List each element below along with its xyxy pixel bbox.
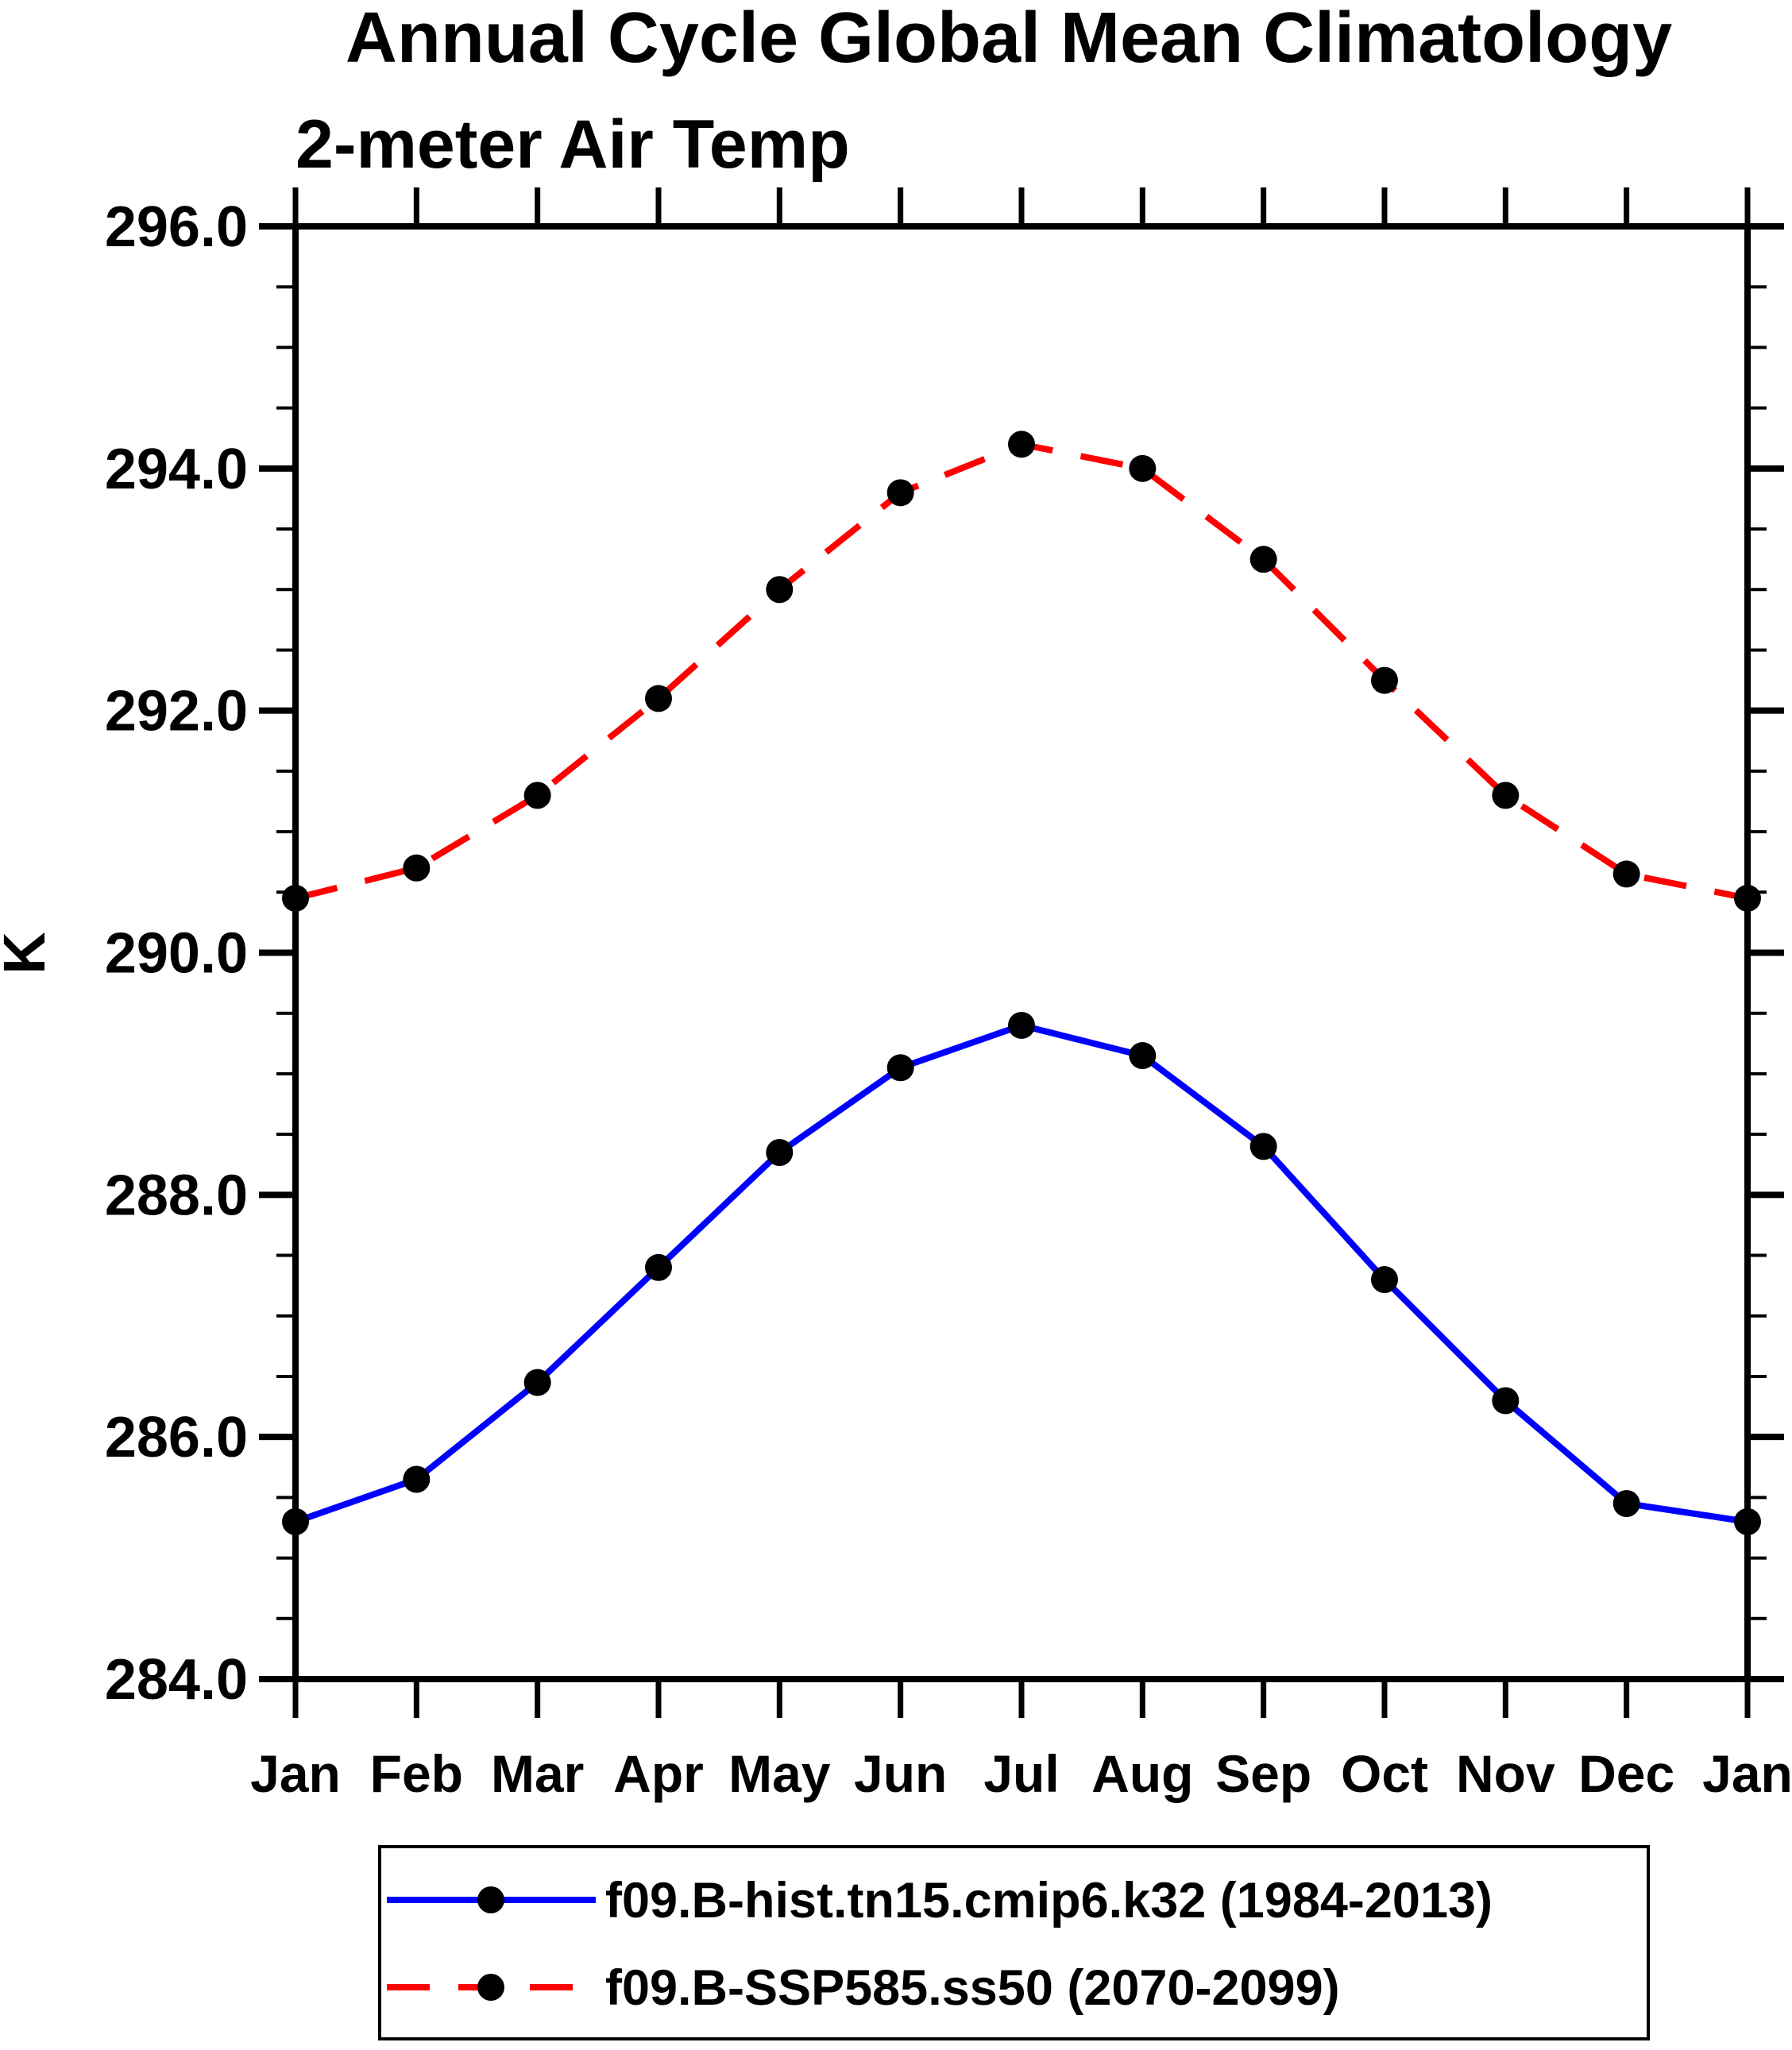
data-point xyxy=(1129,454,1157,482)
x-tick-label: Nov xyxy=(1456,1744,1555,1803)
x-tick-label: Oct xyxy=(1341,1744,1428,1803)
data-point xyxy=(1492,782,1520,809)
x-tick-label: Feb xyxy=(370,1744,463,1803)
data-point xyxy=(523,1369,551,1396)
data-point xyxy=(766,1138,794,1166)
chart-title: Annual Cycle Global Mean Climatology xyxy=(346,0,1672,78)
data-point xyxy=(645,685,672,712)
data-point xyxy=(1734,884,1761,912)
legend-sample-marker-ssp585 xyxy=(477,1974,504,2001)
y-tick-label: 294.0 xyxy=(105,438,248,501)
series-line-1 xyxy=(295,441,1748,901)
y-tick-label: 296.0 xyxy=(105,195,248,259)
data-point xyxy=(1612,860,1640,888)
y-tick-label: 284.0 xyxy=(105,1648,248,1712)
data-point xyxy=(886,1054,914,1082)
legend-label-hist: f09.B-hist.tn15.cmip6.k32 (1984-2013) xyxy=(605,1873,1493,1928)
data-point xyxy=(886,479,914,507)
data-point xyxy=(1249,546,1277,573)
y-tick-label: 290.0 xyxy=(105,922,248,986)
data-point xyxy=(1492,1387,1520,1415)
data-point xyxy=(403,854,431,882)
plot-area: Jan Feb Mar Apr May Jun Jul Aug Sep Oct Nov Dec Jan2… xyxy=(105,187,1792,1803)
x-tick-label: Jan xyxy=(250,1744,341,1803)
data-point xyxy=(282,1508,309,1535)
data-point xyxy=(282,884,309,912)
y-tick-label: 286.0 xyxy=(105,1406,248,1469)
x-tick-label: Jul xyxy=(983,1744,1059,1803)
x-tick-label: Dec xyxy=(1578,1744,1674,1803)
x-tick-label: Mar xyxy=(491,1744,584,1803)
x-tick-label: Aug xyxy=(1091,1744,1193,1803)
data-point xyxy=(1371,1266,1398,1294)
x-tick-label: Jun xyxy=(854,1744,947,1803)
data-point xyxy=(1249,1133,1277,1160)
data-point xyxy=(1734,1508,1761,1535)
legend-sample-marker-hist xyxy=(477,1886,504,1913)
data-point xyxy=(403,1465,431,1493)
x-tick-label: Sep xyxy=(1215,1744,1311,1803)
y-tick-label: 292.0 xyxy=(105,680,248,743)
data-point xyxy=(1612,1489,1640,1517)
data-point xyxy=(766,576,794,604)
x-tick-label: May xyxy=(728,1744,831,1803)
legend-box xyxy=(378,1845,1650,2040)
y-axis-label: K xyxy=(0,932,57,974)
legend: f09.B-hist.tn15.cmip6.k32 (1984-2013) f0… xyxy=(378,1845,1650,2040)
data-point xyxy=(1008,1011,1035,1039)
data-point xyxy=(523,782,551,809)
legend-label-ssp585: f09.B-SSP585.ss50 (2070-2099) xyxy=(605,1960,1340,2016)
data-point xyxy=(645,1253,672,1281)
y-tick-label: 288.0 xyxy=(105,1164,248,1227)
data-point xyxy=(1129,1042,1157,1070)
x-tick-label: Apr xyxy=(613,1744,704,1803)
chart-subtitle: 2-meter Air Temp xyxy=(295,106,850,183)
x-tick-label: Jan xyxy=(1702,1744,1792,1803)
data-point xyxy=(1008,430,1035,458)
data-point xyxy=(1371,666,1398,694)
series-line-0 xyxy=(294,1021,1748,1525)
